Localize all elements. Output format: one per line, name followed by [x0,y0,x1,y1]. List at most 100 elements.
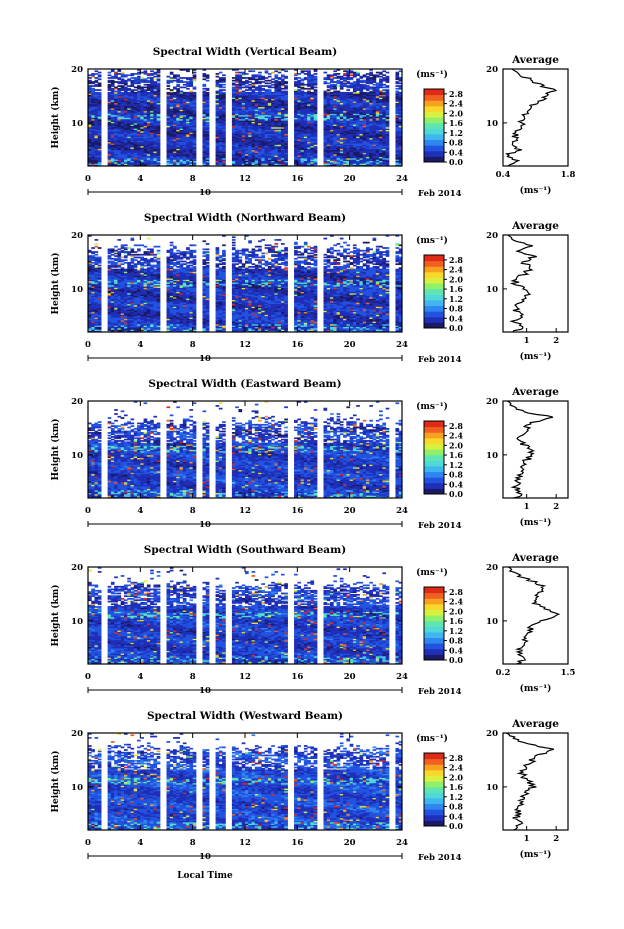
heatmap-cell [183,92,187,94]
heatmap-cell [114,81,118,83]
heatmap-cell [144,84,148,86]
heatmap-cell [173,87,177,89]
heatmap-cell [144,70,148,72]
heatmap-cell [108,92,112,94]
heatmap-cell [167,92,171,94]
heatmap-cell [117,88,121,90]
heatmap-cell [173,80,177,82]
heatmap-cell [98,74,102,76]
heatmap-cell [173,92,177,94]
heatmap-cell [121,85,125,87]
heatmap-cell [170,77,174,79]
heatmap-cell [114,87,118,89]
heatmap-cell [147,84,151,86]
heatmap-cell [108,77,112,79]
heatmap-cell [150,70,154,72]
heatmap-cell [137,76,141,78]
heatmap-cell [121,92,125,94]
heatmap-cell [114,72,118,74]
heatmap-cell [186,77,190,79]
heatmap-cell [180,77,184,79]
heatmap-cell [153,78,157,80]
heatmap-cell [134,73,138,75]
heatmap-cell [91,81,95,83]
heatmap-cell [140,72,144,74]
heatmap-cell [153,91,157,93]
figure: Spectral Width (Vertical Beam)Height (km… [0,0,624,929]
heatmap-cell [98,92,102,94]
heatmap-cell [131,89,135,91]
heatmap-cell [157,82,161,84]
heatmap-cells [88,69,402,166]
heatmap-cell [157,78,161,80]
heatmap-cell [95,89,99,91]
heatmap-cell [111,88,115,90]
heatmap-cell [144,89,148,91]
heatmap-cell [173,74,177,76]
heatmap-cell [91,88,95,90]
heatmap-cell [114,91,118,93]
heatmap-cell [134,87,138,89]
heatmap-cell [91,85,95,87]
heatmap-cell [121,78,125,80]
heatmap-cell [186,92,190,94]
heatmap-cell [153,72,157,74]
heatmap-cell [117,85,121,87]
heatmap-cell [153,76,157,78]
heatmap-cell [153,81,157,83]
heatmap-cell [134,77,138,79]
heatmap-cell [111,80,115,82]
heatmap-cell [98,89,102,91]
heatmap-cell [98,78,102,80]
heatmap-cell [95,70,99,72]
heatmap-cell [117,73,121,75]
heatmap-cell [147,73,151,75]
heatmap-cell [167,88,171,90]
heatmap-cell [147,80,151,82]
heatmap-cell [108,72,112,74]
heatmap-cell [176,84,180,86]
heatmap-cell [189,77,193,79]
heatmap-cell [127,85,131,87]
heatmap-cell [117,77,121,79]
heatmap-cell [137,85,141,87]
heatmap-cell [176,78,180,80]
heatmap-cell [95,73,99,75]
heatmap-cell [167,85,171,87]
heatmap-cell [157,74,161,76]
heatmap-cell [134,92,138,94]
heatmap-cell [117,81,121,83]
heatmap-cell [186,88,190,90]
heatmap-cell [91,73,95,75]
heatmap-cell [180,91,184,93]
heatmap-cell [111,76,115,78]
heatmap-cell [98,82,102,84]
heatmap-cell [150,73,154,75]
heatmap-cell [134,89,138,91]
heatmap-cell [131,80,135,82]
heatmap-cell [140,87,144,89]
heatmap-cell [183,81,187,83]
heatmap-cell [127,88,131,90]
heatmap-cell [180,87,184,89]
heatmap-cell [95,77,99,79]
heatmap-cell [127,92,131,94]
heatmap-cell [121,72,125,74]
heatmap-cell [131,73,135,75]
heatmap-cell [131,77,135,79]
heatmap-cell [167,76,171,78]
heatmap-cell [183,84,187,86]
heatmap-cell [176,88,180,90]
heatmap-cell [124,80,128,82]
heatmap-cell [183,87,187,89]
heatmap-cell [183,77,187,79]
heatmap-cell [176,74,180,76]
heatmap-cell [127,74,131,76]
heatmap-cell [108,74,112,76]
heatmap-cell [95,80,99,82]
heatmap-cell [170,89,174,91]
heatmap-cell [147,92,151,94]
heatmap-cell [137,91,141,93]
heatmap-cell [180,80,184,82]
heatmap-cell [124,87,128,89]
